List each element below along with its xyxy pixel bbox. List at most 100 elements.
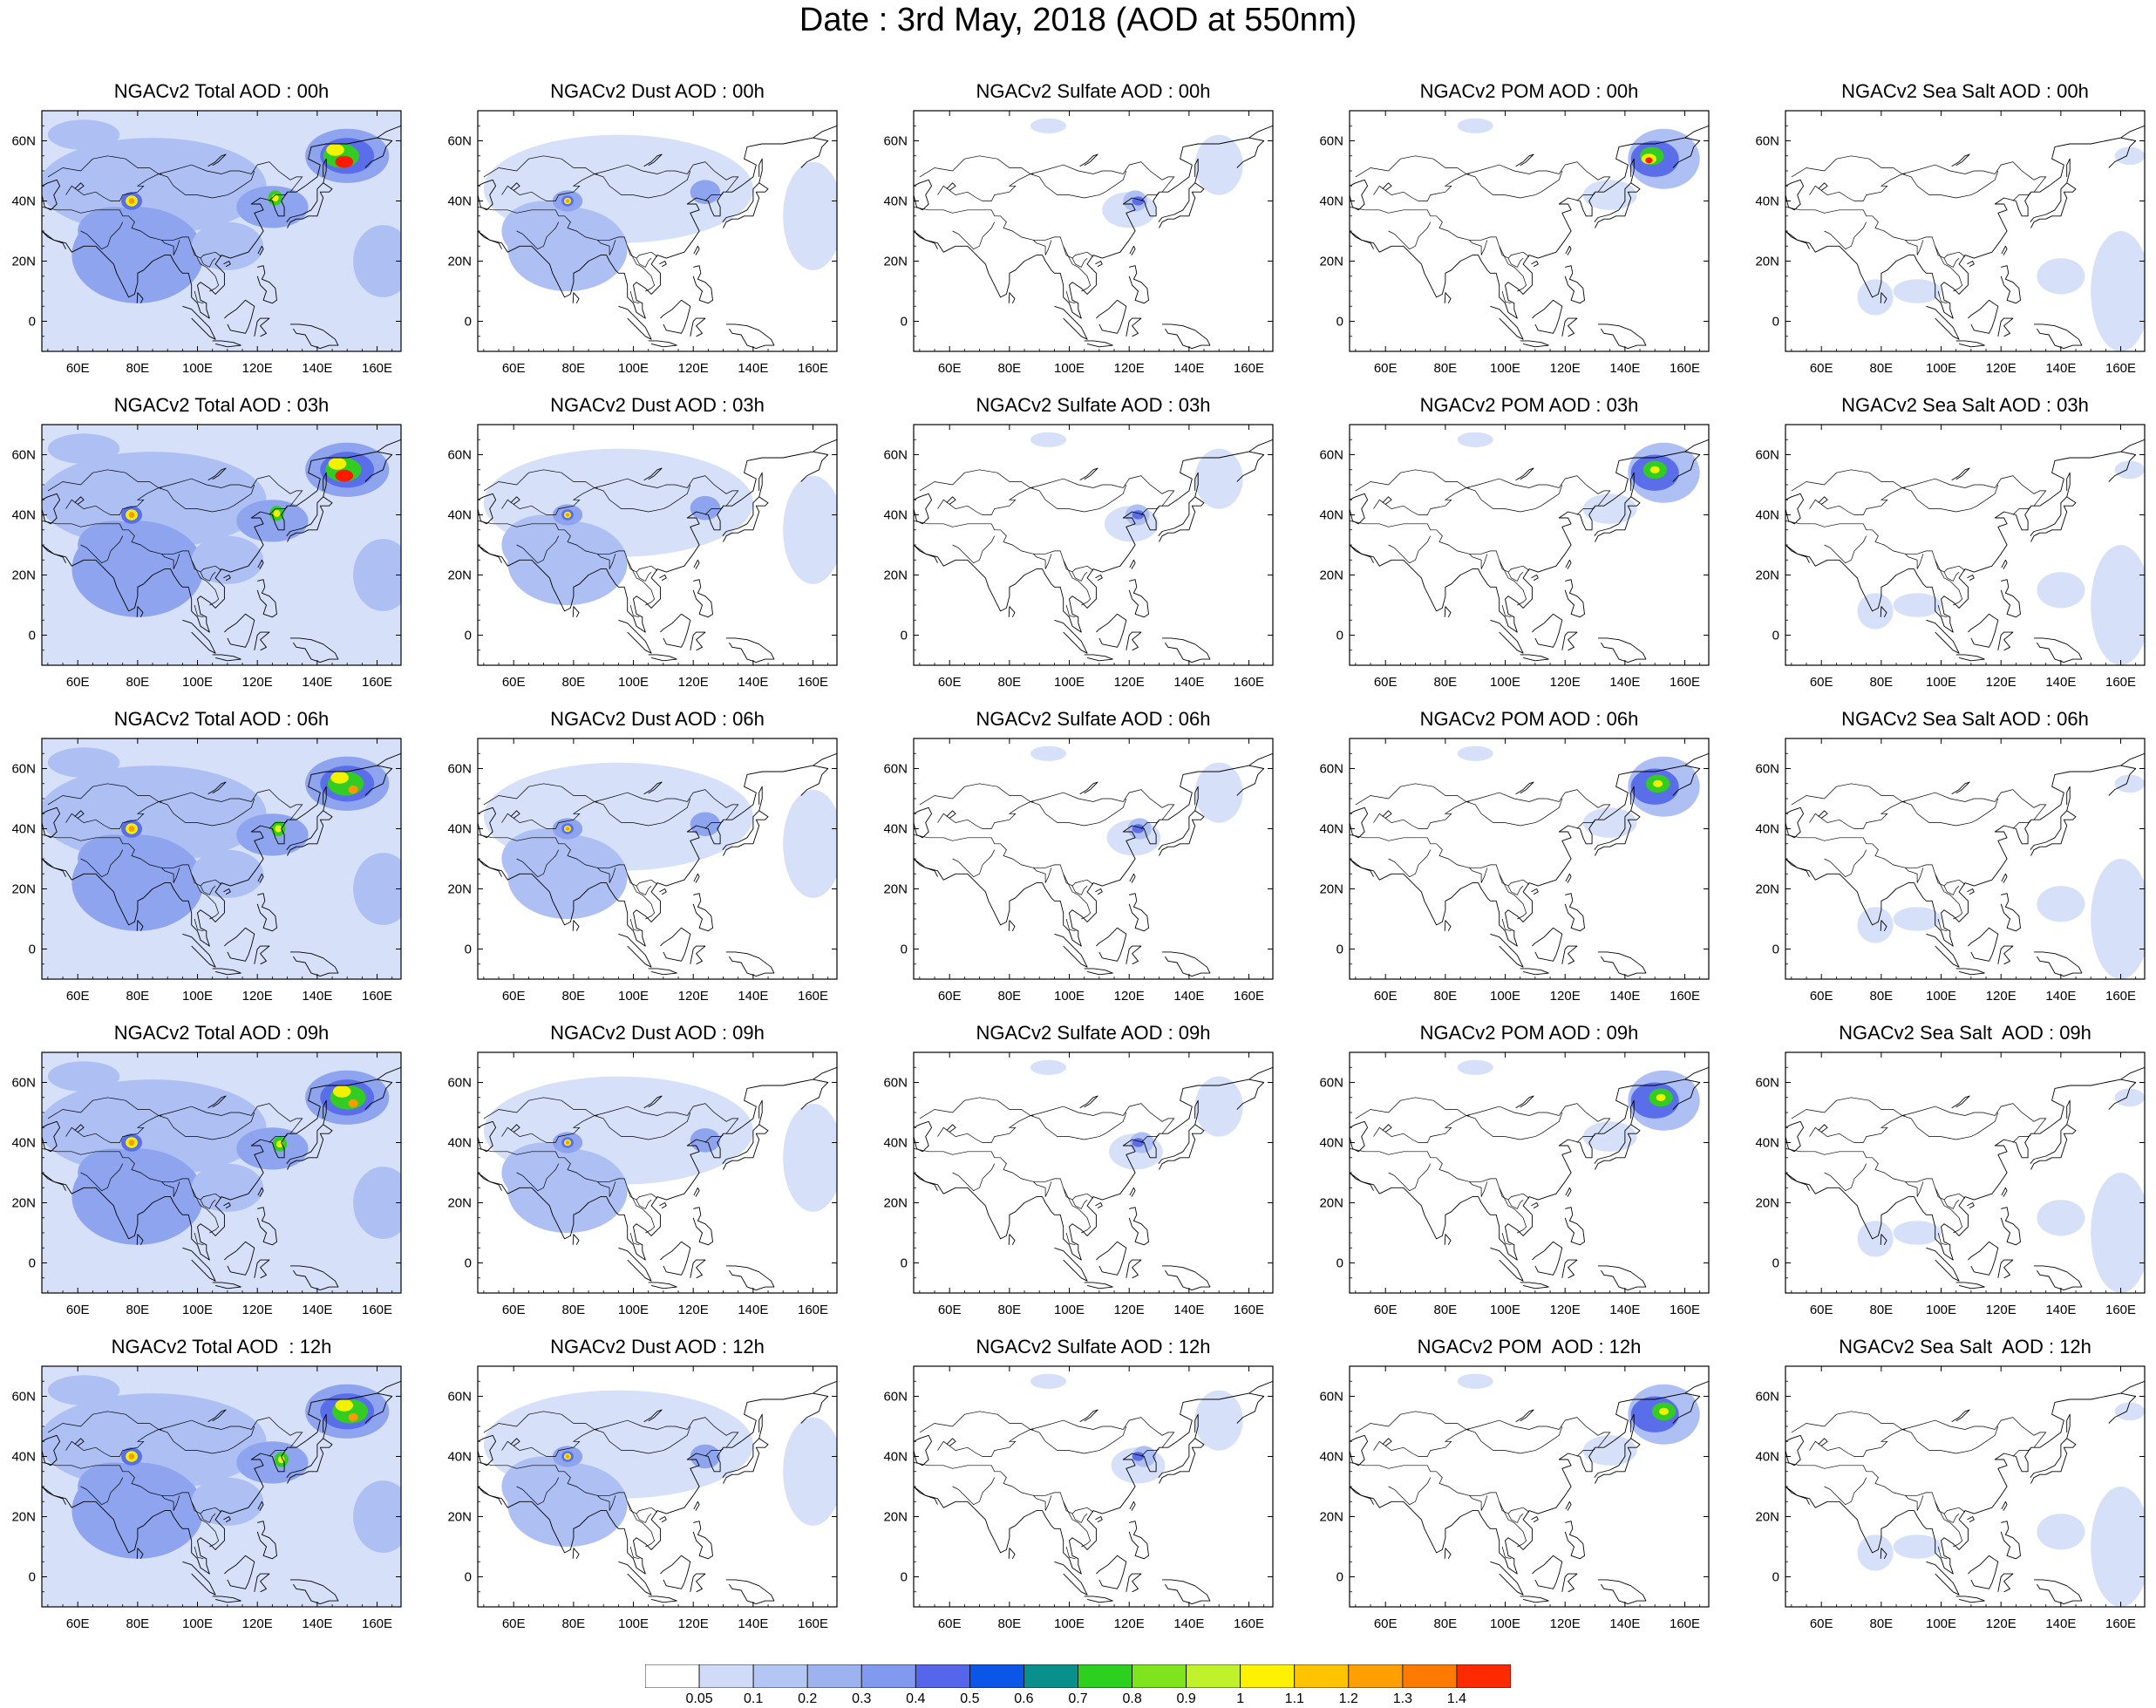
country-borders [1350,1411,1611,1560]
country-border [597,240,616,255]
lon-tick-label: 160E [1234,675,1264,690]
lon-tick-label: 160E [2105,1303,2136,1317]
dust-gobi-plume [690,1128,721,1153]
country-border [47,783,303,820]
coastline [74,1124,85,1133]
coastline [1630,1413,1635,1439]
country-border [1140,193,1160,201]
country-border [1791,1411,2047,1448]
coastline [2066,472,2071,497]
coastline [1194,472,1199,497]
aod-siberia-fire-yellow [335,1399,354,1412]
lat-tick-label: 40N [11,1136,36,1151]
lon-tick-label: 100E [182,989,213,1004]
coastline [722,1124,769,1170]
pom-fire-yellow [1653,779,1663,787]
country-border [937,487,1034,515]
coastline [660,299,691,334]
coastline [758,472,763,497]
coastline [1532,1555,1563,1589]
coastline [1968,927,1999,962]
country-border [80,849,124,878]
lat-tick-label: 40N [1755,822,1779,837]
aod-south-china [191,221,264,270]
colorbar-label: 0.8 [1122,1691,1142,1706]
lat-tick-label: 0 [1772,1570,1779,1585]
lat-tick-label: 0 [901,315,908,330]
coastline [1096,299,1127,334]
map-canvas: 60E 80E 100E 120E 140E 160E 60N 40N 20N 0 [11,424,402,690]
lat-tick-label: 40N [1755,194,1779,209]
coastline [1158,810,1205,856]
coastline [2000,1521,2021,1560]
lon-tick-label: 140E [1609,1616,1640,1631]
coastline [1785,493,1805,525]
lon-tick-label: 160E [1670,675,1700,690]
map-border [1785,1365,2146,1608]
lon-tick-label: 140E [1173,1303,1204,1317]
coastline [1128,1521,1149,1560]
coastline [1785,125,2145,319]
coastline [572,606,580,618]
coastlines [1785,752,2145,977]
country-border [2012,1134,2031,1143]
lon-tick-label: 100E [1054,1616,1085,1631]
colorbar-label: 1.1 [1284,1691,1304,1706]
lon-tick-label: 160E [2105,989,2136,1004]
coastline [722,496,769,542]
sulfate-okhotsk [1194,1390,1243,1451]
lon-tick-label: 140E [1609,1303,1640,1317]
coastline [690,1573,706,1593]
coastline [207,467,227,481]
coastline [914,493,933,525]
map-panel-pom-12h: 60E 80E 100E 120E 140E 160E 60N 40N 20N 0 [1319,1365,1710,1631]
coastline [726,323,775,350]
coastline [946,1124,956,1133]
colorbar-box [752,1664,808,1688]
coastline [1955,1596,1985,1603]
axis-ticks: 60E 80E 100E 120E 140E 160E 60N 40N 20N 0 [447,425,837,690]
country-border [1071,885,1088,895]
lon-tick-label: 100E [618,1303,649,1317]
coastline [290,1579,339,1605]
country-border [937,174,1034,201]
aod-shading [1457,1373,1700,1466]
coastline [1520,340,1549,348]
coastline [1350,230,1374,249]
coastline [1129,1500,1136,1511]
coastline [286,182,333,228]
coastline [1520,1596,1549,1603]
coastline [659,575,667,582]
coastline [2034,1579,2083,1605]
dust-pacific [783,789,837,898]
country-border [1065,290,1076,304]
coastline [946,182,956,191]
pom-fire-yellow [1649,466,1660,473]
lon-tick-label: 140E [302,675,332,690]
country-border [952,1477,996,1506]
lon-tick-label: 160E [362,361,392,376]
coastline [1084,968,1113,976]
colorbar-label: 1.3 [1392,1691,1413,1706]
coastline [478,1380,837,1575]
lat-tick-label: 20N [11,1196,36,1211]
map-canvas: 60E 80E 100E 120E 140E 160E 60N 40N 20N 0 [883,738,1274,1004]
country-border [483,1097,739,1134]
lon-tick-label: 80E [126,361,150,376]
country-border [1501,1232,1512,1246]
coastline [914,1380,1273,1575]
lon-tick-label: 140E [738,1616,768,1631]
map-canvas: 60E 80E 100E 120E 140E 160E 60N 40N 20N 0 [11,110,402,376]
coastline [364,1079,393,1110]
aod-shading [1857,146,2145,351]
lon-tick-label: 100E [1054,989,1085,1004]
coastline [1350,858,1374,877]
country-border [191,874,220,920]
coastline [1008,920,1016,932]
lon-tick-label: 80E [1870,675,1894,690]
coastline [693,559,700,569]
aod-east-china [236,813,309,856]
country-border [636,1199,652,1209]
coastline [2000,893,2021,932]
coastline [618,305,652,340]
